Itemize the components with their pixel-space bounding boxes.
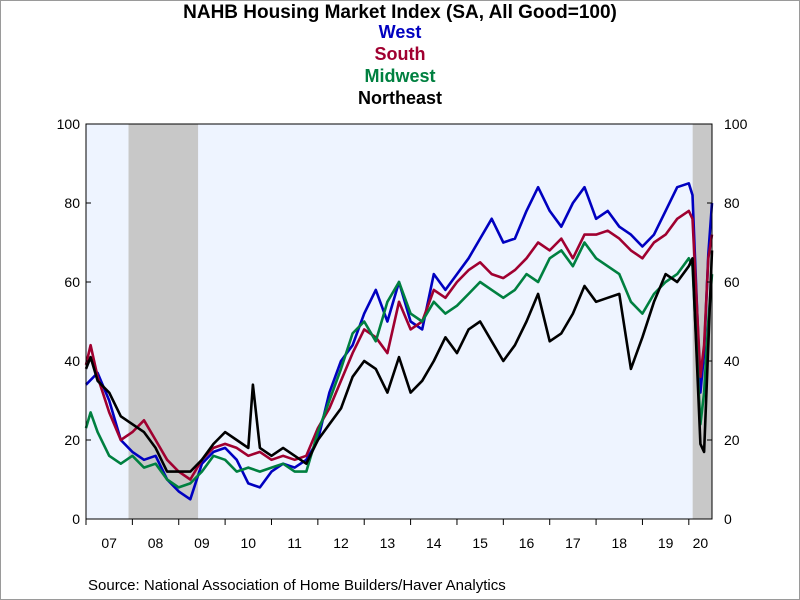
y-tick-label-left-40: 40 (64, 353, 80, 369)
x-tick-label-18: 18 (611, 535, 627, 551)
legend-south: South (374, 44, 426, 64)
x-tick-label-13: 13 (380, 535, 396, 551)
legend-northeast: Northeast (357, 88, 442, 108)
x-tick-label-12: 12 (333, 535, 349, 551)
x-tick-label-17: 17 (565, 535, 581, 551)
x-tick-label-11: 11 (287, 535, 302, 551)
y-tick-label-right-0: 0 (724, 511, 732, 527)
legend-west: West (378, 22, 422, 42)
y-tick-label-left-0: 0 (72, 511, 80, 527)
x-tick-label-20: 20 (693, 535, 709, 551)
legend-midwest: Midwest (364, 66, 436, 86)
chart-title: NAHB Housing Market Index (SA, All Good=… (183, 2, 617, 23)
series-line-south (84, 209, 714, 481)
source-note: Source: National Association of Home Bui… (88, 577, 506, 594)
x-tick-label-09: 09 (194, 535, 210, 551)
y-tick-label-left-20: 20 (64, 432, 80, 448)
y-tick-label-right-20: 20 (724, 432, 740, 448)
y-tick-label-right-100: 100 (724, 116, 748, 132)
plot-border (85, 123, 713, 520)
x-tick-label-16: 16 (519, 535, 535, 551)
x-tick-label-15: 15 (472, 535, 488, 551)
y-tick-label-right-80: 80 (724, 195, 740, 211)
y-tick-label-right-40: 40 (724, 353, 740, 369)
x-tick-label-19: 19 (658, 535, 674, 551)
series-line-northeast (84, 250, 714, 473)
recession-band-2 (692, 124, 712, 519)
y-tick-label-left-80: 80 (64, 195, 80, 211)
series-line-midwest (84, 241, 714, 489)
y-tick-label-left-100: 100 (57, 116, 81, 132)
y-tick-label-left-60: 60 (64, 274, 80, 290)
x-tick-label-08: 08 (148, 535, 164, 551)
y-tick-label-right-60: 60 (724, 274, 740, 290)
x-tick-label-14: 14 (426, 535, 442, 551)
x-tick-label-07: 07 (101, 535, 117, 551)
x-tick-label-10: 10 (241, 535, 257, 551)
recession-band-1 (128, 124, 199, 519)
